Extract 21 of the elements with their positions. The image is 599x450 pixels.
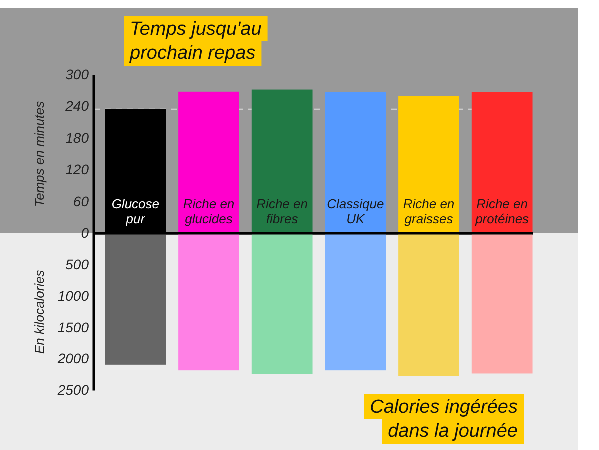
- y-tick-label: 2000: [56, 350, 90, 367]
- x-tick-label: Glucose pur: [112, 196, 160, 226]
- chart-title: Temps jusqu'au prochain repas: [129, 19, 262, 64]
- x-tick-label: Riche en protéines: [474, 196, 530, 226]
- y-tick-label: 300: [66, 66, 90, 82]
- y-axis-title: Temps en minutes: [32, 100, 47, 208]
- y-tick-label: 500: [66, 256, 90, 272]
- y-tick-label: 120: [66, 162, 90, 178]
- y-tick-label: 0: [81, 224, 90, 241]
- x-tick-label: Riche en glucides: [183, 196, 235, 226]
- x-tick-label: Classique UK: [327, 196, 384, 226]
- y-tick-label: 180: [66, 130, 90, 146]
- y-tick-label: 1000: [58, 288, 90, 304]
- x-tick-label: Riche en graisses: [403, 196, 455, 226]
- y-tick-label: 60: [73, 193, 90, 210]
- y-tick-label: 2500: [56, 382, 90, 398]
- x-tick-label: Riche en fibres: [256, 196, 308, 226]
- text: Calories ingérées dans la journée: [370, 397, 518, 442]
- y-axis-title: En kilocalories: [32, 270, 47, 354]
- y-tick-label: 240: [64, 98, 90, 114]
- y-tick-label: 1500: [58, 319, 90, 336]
